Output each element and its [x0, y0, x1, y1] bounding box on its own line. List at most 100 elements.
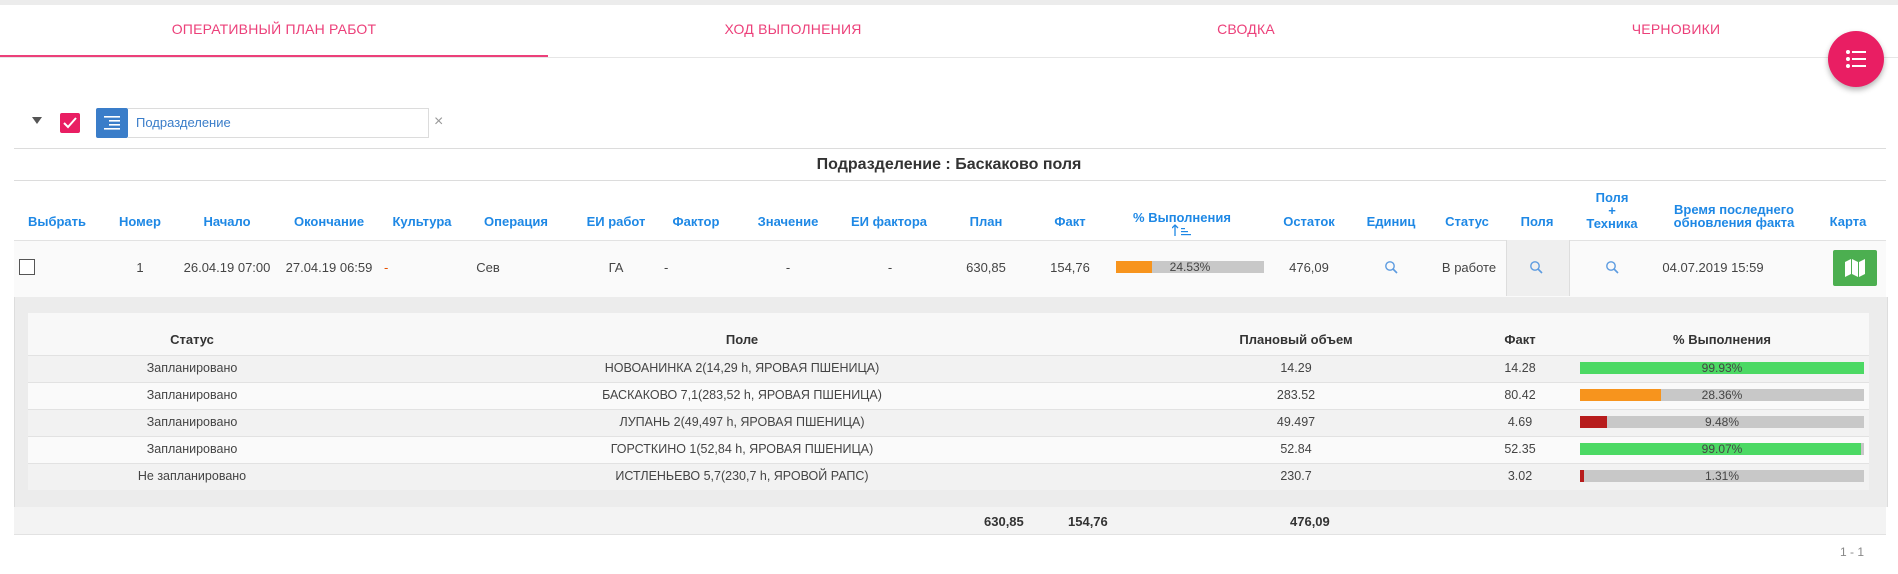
col-units[interactable]: Единиц [1366, 214, 1416, 229]
detail-cell-plan: 49.497 [1276, 415, 1316, 429]
total-plan: 630,85 [984, 514, 1024, 529]
detail-progress-label: 99.07% [1701, 442, 1743, 456]
detail-progress-label: 99.93% [1701, 361, 1743, 375]
detail-progress-fill [1580, 470, 1584, 482]
check-icon [63, 117, 77, 129]
cell-factor-unit: - [887, 260, 893, 275]
detail-row[interactable] [28, 409, 1869, 436]
detail-cell-plan: 230.7 [1280, 469, 1312, 483]
detail-cell-fact: 3.02 [1507, 469, 1533, 483]
detail-row[interactable] [28, 436, 1869, 463]
detail-progress-bar: 1.31% [1580, 470, 1864, 482]
col-culture[interactable]: Культура [392, 214, 452, 229]
detail-row[interactable] [28, 355, 1869, 382]
col-fields[interactable]: Поля [1520, 214, 1554, 229]
detail-cell-fact: 4.69 [1507, 415, 1533, 429]
col-percent[interactable]: % Выполнения [1126, 211, 1238, 237]
col-last-update[interactable]: Время последнего обновления факта [1666, 203, 1802, 229]
sort-asc-icon[interactable] [1171, 224, 1192, 237]
detail-progress-label: 28.36% [1701, 388, 1743, 402]
detail-row[interactable] [28, 382, 1869, 409]
detail-col-field: Поле [725, 332, 759, 347]
col-last-update-line2: обновления факта [1673, 215, 1795, 230]
col-factor[interactable]: Фактор [672, 214, 720, 229]
progress-fill [1116, 261, 1153, 273]
progress-bar: 24.53% [1116, 261, 1264, 273]
detail-cell-status: Запланировано [146, 361, 238, 375]
detail-row[interactable] [28, 463, 1869, 490]
detail-cell-field: НОВОАНИНКА 2(14,29 h, ЯРОВАЯ ПШЕНИЦА) [604, 361, 880, 375]
detail-cell-field: ГОРСТКИНО 1(52,84 h, ЯРОВАЯ ПШЕНИЦА) [610, 442, 874, 456]
group-by-button[interactable] [96, 108, 128, 138]
cell-value: - [785, 260, 791, 275]
group-field-input[interactable]: Подразделение [128, 108, 429, 138]
map-button[interactable] [1833, 250, 1877, 286]
cell-culture: - [384, 260, 389, 275]
search-icon[interactable] [1605, 260, 1619, 274]
detail-progress-bar: 28.36% [1580, 389, 1864, 401]
detail-cell-status: Запланировано [146, 415, 238, 429]
divider [14, 180, 1886, 181]
detail-progress-fill [1580, 362, 1864, 374]
tab-summary[interactable]: СВОДКА [1217, 21, 1275, 37]
totals-row [14, 507, 1886, 535]
cell-rest: 476,09 [1289, 260, 1329, 275]
col-end[interactable]: Окончание [293, 214, 365, 229]
list-icon [1846, 50, 1866, 68]
indent-icon [104, 116, 120, 130]
top-strip [0, 0, 1898, 5]
detail-progress-bar: 9.48% [1580, 416, 1864, 428]
col-status[interactable]: Статус [1445, 214, 1489, 229]
tab-operative-plan[interactable]: ОПЕРАТИВНЫЙ ПЛАН РАБОТ [0, 5, 548, 57]
select-all-checkbox[interactable] [60, 113, 80, 133]
col-fields-tech[interactable]: Поля + Техника [1576, 191, 1648, 230]
col-operation[interactable]: Операция [484, 214, 548, 229]
detail-cell-field: БАСКАКОВО 7,1(283,52 h, ЯРОВАЯ ПШЕНИЦА) [602, 388, 882, 402]
divider [14, 148, 1886, 149]
search-icon[interactable] [1529, 260, 1543, 274]
col-fields-tech-line1: Поля [1595, 190, 1629, 205]
menu-fab-button[interactable] [1828, 31, 1884, 87]
search-icon[interactable] [1384, 260, 1398, 274]
detail-progress-label: 1.31% [1704, 469, 1740, 483]
col-number[interactable]: Номер [119, 214, 161, 229]
col-work-unit[interactable]: ЕИ работ [586, 214, 646, 229]
cell-operation: Сев [476, 260, 500, 275]
clear-group-icon[interactable]: × [434, 113, 444, 130]
col-rest[interactable]: Остаток [1283, 214, 1335, 229]
detail-cell-plan: 52.84 [1280, 442, 1312, 456]
row-select-checkbox[interactable] [19, 259, 35, 275]
detail-cell-status: Запланировано [146, 388, 238, 402]
detail-progress-fill [1580, 416, 1607, 428]
col-last-update-line1: Время последнего [1674, 202, 1794, 217]
col-start[interactable]: Начало [203, 214, 251, 229]
tab-progress[interactable]: ХОД ВЫПОЛНЕНИЯ [724, 21, 862, 37]
map-icon [1845, 259, 1865, 277]
col-value[interactable]: Значение [757, 214, 819, 229]
pager-info: 1 - 1 [1840, 545, 1865, 559]
col-factor-unit[interactable]: ЕИ фактора [850, 214, 928, 229]
col-plan[interactable]: План [969, 214, 1003, 229]
detail-progress-fill [1580, 389, 1661, 401]
cell-status: В работе [1441, 260, 1497, 275]
col-fields-tech-line2: + [1608, 203, 1616, 218]
tab-drafts[interactable]: ЧЕРНОВИКИ [1631, 21, 1721, 37]
cell-work-unit: ГА [608, 260, 624, 275]
tab-bar: ОПЕРАТИВНЫЙ ПЛАН РАБОТ ХОД ВЫПОЛНЕНИЯ СВ… [0, 5, 1898, 58]
collapse-caret-icon[interactable] [32, 117, 42, 124]
detail-cell-status: Не запланировано [137, 469, 247, 483]
detail-cell-fact: 52.35 [1504, 442, 1536, 456]
detail-cell-fact: 14.28 [1504, 361, 1536, 375]
detail-cell-fact: 80.42 [1504, 388, 1536, 402]
detail-col-fact: Факт [1504, 332, 1536, 347]
col-select[interactable]: Выбрать [27, 214, 87, 229]
detail-progress-label: 9.48% [1704, 415, 1740, 429]
detail-cell-status: Запланировано [146, 442, 238, 456]
detail-col-percent: % Выполнения [1673, 332, 1771, 347]
detail-col-status: Статус [170, 332, 214, 347]
detail-cell-field: ЛУПАНЬ 2(49,497 h, ЯРОВАЯ ПШЕНИЦА) [619, 415, 865, 429]
fields-cell [1506, 240, 1570, 296]
col-fields-tech-line3: Техника [1586, 216, 1638, 231]
col-fact[interactable]: Факт [1054, 214, 1086, 229]
col-map[interactable]: Карта [1829, 214, 1867, 229]
